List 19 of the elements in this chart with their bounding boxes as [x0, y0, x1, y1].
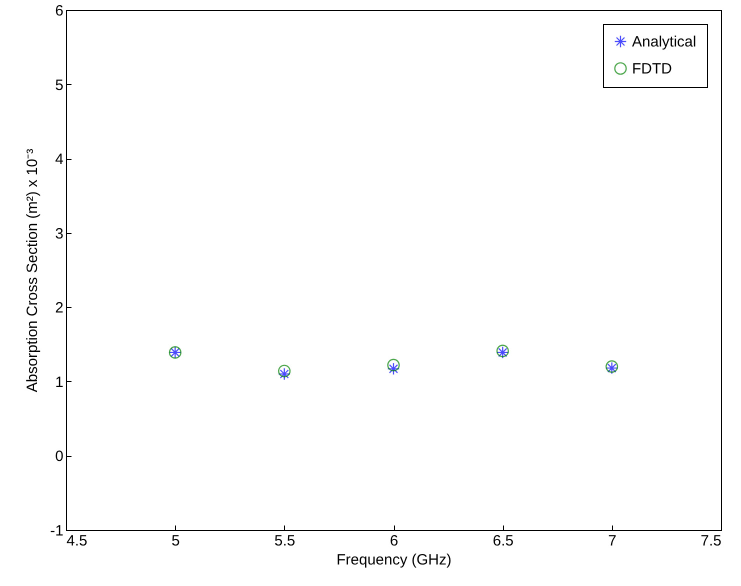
x-axis-title: Frequency (GHz)	[336, 552, 452, 568]
x-tick-label: 5.5	[274, 532, 296, 550]
y-tick-label: 0	[55, 448, 64, 466]
y-tick-label: 6	[55, 2, 64, 20]
legend-label: Analytical	[632, 34, 696, 50]
x-tick-label: 7.5	[700, 532, 722, 550]
y-tick-label: -1	[50, 522, 64, 540]
y-tick-label: 3	[55, 225, 64, 242]
y-tick-label: 2	[55, 300, 64, 317]
x-tick-label: 7	[608, 532, 617, 550]
x-tick-label: 6.5	[492, 532, 514, 550]
y-axis-title: Absorption Cross Section (m²) x 10⁻³	[24, 148, 42, 392]
legend-label: FDTD	[632, 60, 672, 78]
x-tick-label: 6	[390, 532, 398, 550]
y-tick-label: 5	[55, 76, 64, 94]
y-tick-label: 4	[55, 151, 64, 168]
x-tick-label: 5	[171, 532, 180, 550]
y-tick-label: 1	[55, 374, 64, 391]
x-tick-label: 4.5	[66, 532, 88, 550]
